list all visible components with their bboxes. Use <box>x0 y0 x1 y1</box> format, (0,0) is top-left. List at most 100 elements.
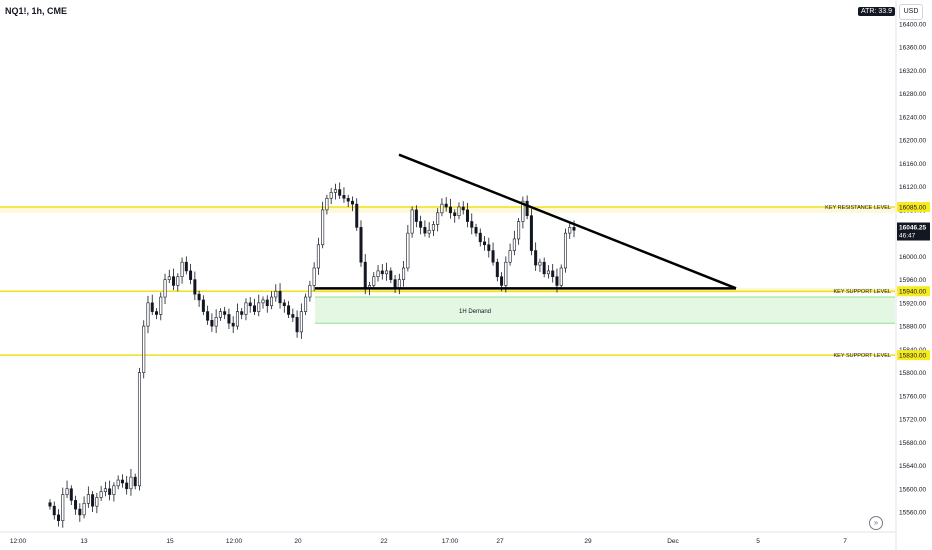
candle-body <box>248 302 252 307</box>
time-tick-label: 7 <box>843 538 847 545</box>
price-tick-label: 15560.00 <box>899 510 926 517</box>
time-tick-label: 17:00 <box>442 538 459 545</box>
price-tick-label: 16000.00 <box>899 254 926 261</box>
bar-countdown-label: 46:47 <box>899 233 916 240</box>
candle-body <box>235 311 239 327</box>
candle-body <box>316 244 320 269</box>
candle-body <box>125 482 129 490</box>
candle-body <box>385 270 389 275</box>
level-price-tag-text-2: 15830.00 <box>899 353 926 360</box>
current-price-badge <box>897 222 930 241</box>
price-tick-label: 15760.00 <box>899 393 926 400</box>
candle-body <box>257 302 261 312</box>
candle-body <box>167 276 171 280</box>
currency-button[interactable]: USD <box>899 4 923 20</box>
candle-body <box>402 267 406 280</box>
candle-body <box>504 261 508 286</box>
candle-body <box>500 276 504 286</box>
level-price-tag-text-0: 16085.00 <box>899 205 926 212</box>
price-tick-label: 15800.00 <box>899 370 926 377</box>
candle-body <box>346 197 350 202</box>
candle-body <box>146 302 150 327</box>
candle-body <box>419 221 423 228</box>
candle-body <box>410 209 414 234</box>
candle-body <box>359 227 363 263</box>
candle-body <box>295 317 299 333</box>
candle-body <box>461 206 465 211</box>
candle-body <box>95 497 99 507</box>
candle-body <box>508 250 512 263</box>
candle-body <box>108 488 112 495</box>
time-tick-label: 15 <box>166 538 174 545</box>
descending-trendline[interactable] <box>398 153 737 290</box>
candle-body <box>393 279 397 289</box>
candle-body <box>206 311 210 321</box>
price-tick-label: 15880.00 <box>899 324 926 331</box>
scroll-to-realtime-icon[interactable]: » <box>869 516 883 530</box>
candle-body <box>78 508 82 516</box>
candle-body <box>65 488 69 495</box>
candle-body <box>86 494 90 504</box>
candle-body <box>82 502 86 516</box>
candle-body <box>427 229 431 234</box>
candle-body <box>448 206 452 214</box>
level-price-tag-0 <box>897 202 930 212</box>
candle-body <box>231 322 235 327</box>
candle-body <box>487 244 491 251</box>
candle-body <box>542 261 546 275</box>
time-tick-label: 22 <box>380 538 388 545</box>
time-tick-label: 12:00 <box>226 538 243 545</box>
candle-body <box>91 494 95 507</box>
candle-body <box>465 209 469 222</box>
candle-body <box>197 293 201 301</box>
level-price-tag-2 <box>897 350 930 361</box>
candle-body <box>52 505 56 516</box>
candle-body <box>483 241 487 246</box>
price-axis[interactable] <box>896 0 932 550</box>
candle-body <box>325 197 329 211</box>
candle-body <box>568 227 572 234</box>
price-tick-label: 16160.00 <box>899 161 926 168</box>
demand-zone-label: 1H Demand <box>459 309 491 315</box>
candle-body <box>282 302 286 307</box>
candle-body <box>308 285 312 298</box>
price-tick-label: 16120.00 <box>899 184 926 191</box>
candle-body <box>534 250 538 266</box>
candle-body <box>291 314 295 318</box>
candle-body <box>142 325 146 373</box>
time-tick-label: 20 <box>294 538 302 545</box>
candle-body <box>551 270 555 278</box>
time-tick-label: 13 <box>80 538 88 545</box>
symbol-title: NQ1!, 1h, CME <box>5 6 68 16</box>
candle-body <box>380 270 384 275</box>
candle-body <box>512 238 516 251</box>
candle-body <box>240 311 244 315</box>
candle-body <box>440 203 444 214</box>
candle-body <box>342 195 346 199</box>
price-tick-label: 16360.00 <box>899 45 926 52</box>
candle-body <box>546 270 550 275</box>
candle-body <box>517 221 521 240</box>
candle-body <box>176 276 180 286</box>
candle-body <box>431 224 435 231</box>
candle-body <box>312 267 316 286</box>
candle-body <box>555 276 559 286</box>
candle-body <box>172 276 176 286</box>
candle-body <box>116 479 120 487</box>
price-tick-label: 15960.00 <box>899 277 926 284</box>
candle-body <box>474 227 478 234</box>
level-label-2: KEY SUPPORT LEVEL <box>834 353 891 359</box>
candle-body <box>120 479 124 484</box>
candle-body <box>103 488 107 492</box>
candle-body <box>274 290 278 298</box>
candle-body <box>270 296 274 307</box>
price-tick-label: 16400.00 <box>899 22 926 29</box>
candle-body <box>278 290 282 304</box>
candle-body <box>406 232 410 269</box>
candle-body <box>414 209 418 222</box>
candle-body <box>436 212 440 225</box>
atr-indicator-badge[interactable]: ATR: 33.9 <box>858 7 895 16</box>
level-label-1: KEY SUPPORT LEVEL <box>834 289 891 295</box>
